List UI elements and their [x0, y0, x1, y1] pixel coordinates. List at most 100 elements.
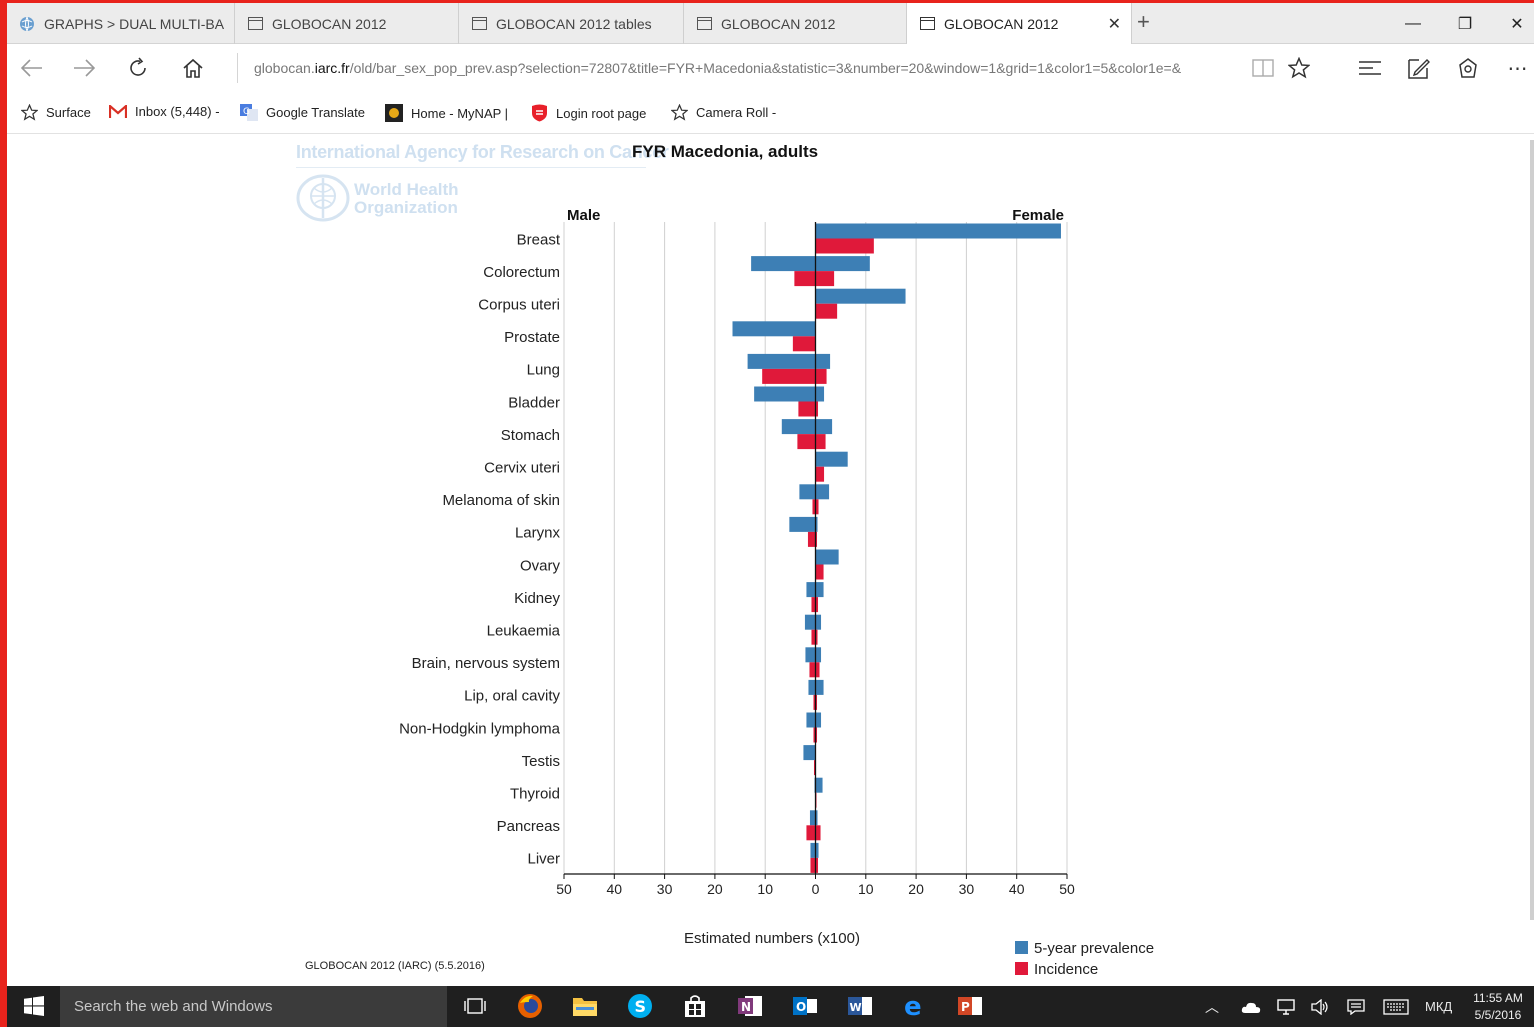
tab-label: GLOBOCAN 2012	[272, 15, 387, 32]
outlook-icon[interactable]: O	[792, 993, 818, 1019]
bar-male	[810, 842, 816, 858]
fav-label: Home - MyNAP |	[411, 105, 509, 121]
category-label: Liver	[527, 851, 560, 868]
footnote: GLOBOCAN 2012 (IARC) (5.5.2016)	[305, 960, 485, 972]
svg-text:W: W	[850, 1001, 862, 1014]
x-axis-title: Estimated numbers (x100)	[684, 930, 860, 947]
windows-start-icon[interactable]	[21, 993, 47, 1019]
fav-label: Google Translate	[266, 105, 366, 120]
bar-female	[815, 810, 818, 826]
who-line-1: World Health	[354, 180, 459, 199]
input-language[interactable]: МКД	[1425, 999, 1453, 1014]
bar-female	[815, 434, 826, 450]
more-icon[interactable]: ⋯	[1507, 57, 1529, 80]
edge-icon[interactable]: e	[902, 993, 928, 1019]
bar-female	[815, 662, 820, 678]
home-icon[interactable]	[176, 52, 210, 84]
web-note-icon[interactable]	[1402, 52, 1436, 84]
onedrive-icon[interactable]	[1241, 986, 1261, 1027]
fav-inbox[interactable]: Inbox (5,448) -	[109, 104, 220, 119]
refresh-icon[interactable]	[121, 52, 155, 84]
network-icon[interactable]	[1277, 986, 1295, 1027]
category-label: Brain, nervous system	[412, 655, 560, 672]
bar-female	[815, 303, 838, 319]
tab-globocan-tables[interactable]: GLOBOCAN 2012 tables	[459, 3, 684, 44]
address-bar[interactable]: globocan. iarc.fr/old/bar_sex_pop_prev.as…	[237, 53, 1327, 83]
bar-female	[815, 451, 848, 467]
back-icon[interactable]	[15, 52, 49, 84]
minimize-button[interactable]: —	[1405, 14, 1421, 32]
firefox-icon[interactable]	[517, 993, 543, 1019]
bar-female	[815, 597, 819, 613]
clock-time: 11:55 AM	[1473, 991, 1523, 1005]
fav-camera-roll[interactable]: Camera Roll -	[671, 104, 776, 121]
category-label: Corpus uteri	[478, 297, 560, 314]
x-tick-label: 10	[858, 881, 874, 897]
taskbar: Search the web and Windows S N O W e P ︿	[7, 986, 1534, 1027]
address-host-prefix: globocan.	[254, 60, 315, 76]
male-label: Male	[567, 207, 600, 224]
fav-login-root[interactable]: Login root page	[531, 104, 646, 122]
tab-graphs[interactable]: GRAPHS > DUAL MULTI-BA	[7, 3, 235, 44]
window-close-button[interactable]: ✕	[1510, 15, 1524, 33]
forward-icon[interactable]	[67, 52, 101, 84]
favorites-bar: Surface Inbox (5,448) - G Google Transla…	[7, 92, 1534, 134]
svg-text:P: P	[961, 1000, 970, 1014]
reading-view-icon[interactable]	[1246, 52, 1280, 84]
word-icon[interactable]: W	[847, 993, 873, 1019]
powerpoint-icon[interactable]: P	[957, 993, 983, 1019]
skype-icon[interactable]: S	[627, 993, 653, 1019]
mynap-icon	[385, 104, 403, 122]
bar-female	[815, 466, 825, 482]
svg-text:S: S	[635, 997, 647, 1016]
clock-date: 5/5/2016	[1474, 1008, 1522, 1022]
favorite-star-icon[interactable]	[1282, 52, 1316, 84]
category-label: Prostate	[504, 329, 560, 346]
file-explorer-icon[interactable]	[572, 993, 598, 1019]
bar-male	[813, 694, 816, 710]
who-line-2: Organization	[354, 198, 458, 217]
fav-label: Inbox (5,448) -	[135, 104, 220, 119]
category-label: Melanoma of skin	[442, 492, 560, 509]
bar-female	[815, 288, 906, 304]
bar-male	[797, 434, 816, 450]
fav-google-translate[interactable]: G Google Translate	[240, 104, 365, 121]
x-tick-label: 20	[908, 881, 924, 897]
bar-male	[807, 531, 816, 547]
task-view-icon[interactable]	[462, 993, 488, 1019]
keyboard-icon[interactable]	[1383, 986, 1409, 1027]
fav-label: Login root page	[556, 105, 647, 121]
share-icon[interactable]	[1451, 52, 1485, 84]
clock[interactable]: 11:55 AM 5/5/2016	[1465, 990, 1531, 1024]
close-tab-icon[interactable]: ✕	[1107, 16, 1121, 33]
address-host: iarc.fr	[314, 60, 350, 76]
action-center-icon[interactable]	[1347, 986, 1365, 1027]
show-hidden-icons-icon[interactable]: ︿	[1205, 998, 1219, 1015]
svg-text:N: N	[741, 1000, 751, 1014]
onenote-icon[interactable]: N	[737, 993, 763, 1019]
volume-icon[interactable]	[1311, 986, 1329, 1027]
bar-female	[815, 401, 819, 417]
vertical-scrollbar[interactable]	[1530, 140, 1534, 920]
restore-button[interactable]: ❐	[1457, 15, 1473, 33]
bar-male	[732, 321, 816, 337]
hub-icon[interactable]	[1353, 52, 1387, 84]
fav-mynap[interactable]: Home - MyNAP |	[385, 104, 508, 122]
tab-globocan-active[interactable]: GLOBOCAN 2012 ✕	[907, 3, 1132, 44]
tab-label: GLOBOCAN 2012	[944, 15, 1059, 32]
bar-male	[806, 712, 816, 728]
new-tab-button[interactable]: +	[1137, 9, 1150, 34]
tab-globocan-3[interactable]: GLOBOCAN 2012	[684, 3, 907, 44]
category-label: Testis	[522, 753, 560, 770]
bar-female	[815, 727, 818, 743]
tab-bar: GRAPHS > DUAL MULTI-BA GLOBOCAN 2012 GLO…	[7, 3, 1534, 44]
tab-globocan-1[interactable]: GLOBOCAN 2012	[235, 3, 459, 44]
x-tick-label: 20	[707, 881, 723, 897]
store-icon[interactable]	[682, 993, 708, 1019]
bar-male	[799, 484, 816, 500]
page-icon	[471, 17, 487, 31]
category-label: Stomach	[501, 427, 560, 444]
legend-label: Incidence	[1034, 961, 1098, 978]
fav-surface[interactable]: Surface	[21, 104, 91, 121]
taskbar-search-input[interactable]: Search the web and Windows	[60, 986, 447, 1027]
